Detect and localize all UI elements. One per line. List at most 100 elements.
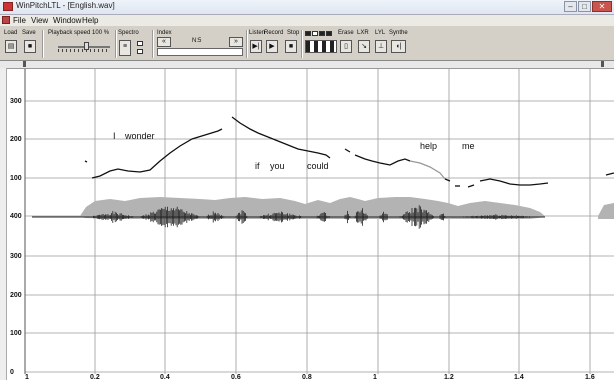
stop-label: Stop xyxy=(287,30,299,36)
maximize-icon[interactable]: □ xyxy=(578,1,591,12)
color-swatch[interactable] xyxy=(305,31,311,36)
index-next-button[interactable]: » xyxy=(229,37,243,47)
analysis-panel[interactable]: 300 200 100 400 300 200 100 0 1 0.2 0.4 0.6 0.8 1 1.2 1… xyxy=(0,61,614,380)
amplitude-envelope-tail xyxy=(598,203,614,219)
disk-icon: ■ xyxy=(28,43,32,50)
pitch-contour xyxy=(468,185,474,187)
app-icon[interactable] xyxy=(3,2,13,11)
playback-speed-label: Playback speed 100 % xyxy=(48,30,109,36)
menu-help[interactable]: Help xyxy=(82,15,98,26)
synthe-button[interactable]: ◖| xyxy=(391,40,406,53)
toolbar: Load ▤ Save ■ Playback speed 100 % Spect… xyxy=(0,27,614,61)
spectro-option-icon[interactable] xyxy=(137,41,143,46)
x-tick-label: 0.2 xyxy=(90,374,100,380)
minimize-icon[interactable]: – xyxy=(564,1,577,12)
pitch-contour xyxy=(410,161,445,179)
color-swatch[interactable] xyxy=(312,31,318,36)
x-tick-label: 0.6 xyxy=(231,374,241,380)
y-tick-label: 400 xyxy=(10,213,22,220)
toolbar-divider xyxy=(301,30,303,58)
record-label: Record xyxy=(264,30,283,36)
toolbar-divider xyxy=(152,30,154,58)
x-tick-label: 1 xyxy=(25,374,29,380)
x-tick-label: 1.4 xyxy=(514,374,524,380)
listen-button[interactable]: ▶| xyxy=(250,40,262,53)
erase-label: Erase xyxy=(338,30,354,36)
folder-icon: ▤ xyxy=(8,43,15,50)
load-label: Load xyxy=(4,30,17,36)
save-button[interactable]: ■ xyxy=(24,40,36,53)
pitch-contour xyxy=(85,161,87,162)
title-bar: WinPitchLTL - [English.wav] – □ ✕ xyxy=(0,0,614,15)
pitch-contour xyxy=(355,155,410,165)
toolbar-divider xyxy=(246,30,248,58)
pitch-contour xyxy=(232,117,330,158)
transcription-word[interactable]: help xyxy=(420,141,437,151)
lxr-button[interactable]: ↘ xyxy=(358,40,370,53)
transcription-word[interactable]: me xyxy=(462,141,475,151)
pitch-contour xyxy=(480,179,548,185)
toolbar-divider xyxy=(115,30,117,58)
close-icon[interactable]: ✕ xyxy=(592,1,612,12)
save-label: Save xyxy=(22,30,36,36)
y-tick-label: 200 xyxy=(10,136,22,143)
menu-bar: File View Window Help xyxy=(0,15,614,26)
transcription-word[interactable]: if xyxy=(255,161,260,171)
play-to-bar-icon: ▶| xyxy=(252,43,259,50)
index-prev-button[interactable]: « xyxy=(157,37,171,47)
pitch-waveform-plot[interactable]: 300 200 100 400 300 200 100 0 1 0.2 0.4 0.6 0.8 1 1.2 1… xyxy=(0,61,614,380)
x-tick-label: 1.6 xyxy=(585,374,595,380)
double-right-arrow-icon: » xyxy=(234,38,238,45)
index-slider[interactable] xyxy=(157,48,243,56)
menu-file[interactable]: File xyxy=(13,15,26,26)
window-title: WinPitchLTL - [English.wav] xyxy=(16,1,115,10)
spectro-option-icon[interactable] xyxy=(137,49,143,54)
index-value: N:5 xyxy=(192,38,201,44)
bars-icon: ≡ xyxy=(123,43,127,50)
y-tick-label: 300 xyxy=(10,253,22,260)
x-tick-label: 1 xyxy=(373,374,377,380)
transcription-word[interactable]: you xyxy=(270,161,285,171)
lyl-label: LYL xyxy=(375,30,385,36)
transcription-word[interactable]: wonder xyxy=(124,131,155,141)
x-tick-label: 0.8 xyxy=(302,374,312,380)
y-tick-label: 300 xyxy=(10,98,22,105)
lyl-button[interactable]: ⊥ xyxy=(375,40,387,53)
y-tick-label: 200 xyxy=(10,292,22,299)
document-icon[interactable] xyxy=(2,16,10,24)
color-swatch[interactable] xyxy=(319,31,325,36)
synthe-label: Synthe xyxy=(389,30,408,36)
stop-square-icon: ■ xyxy=(289,43,293,50)
x-tick-label: 1.2 xyxy=(444,374,454,380)
double-left-arrow-icon: « xyxy=(162,38,166,45)
stop-button[interactable]: ■ xyxy=(285,40,297,53)
record-arrow-icon: ▶ xyxy=(269,43,274,50)
level-icon: ⊥ xyxy=(378,43,384,50)
speaker-icon: ◖| xyxy=(395,43,401,50)
erase-button[interactable]: ▯ xyxy=(340,40,352,53)
window-controls: – □ ✕ xyxy=(564,1,612,13)
spectro-button[interactable]: ≡ xyxy=(119,40,131,56)
pitch-contour xyxy=(606,173,614,175)
playback-speed-thumb[interactable] xyxy=(84,42,89,50)
palette-button[interactable] xyxy=(305,40,337,53)
y-tick-label: 100 xyxy=(10,175,22,182)
pitch-contour xyxy=(345,149,350,152)
y-tick-label: 0 xyxy=(10,369,14,376)
cursor-select-icon: ↘ xyxy=(361,43,367,50)
menu-window[interactable]: Window xyxy=(53,15,81,26)
trash-icon: ▯ xyxy=(344,43,348,50)
toolbar-divider xyxy=(42,30,44,58)
listen-label: Listen xyxy=(249,30,265,36)
menu-view[interactable]: View xyxy=(31,15,48,26)
spectro-label: Spectro xyxy=(118,30,139,36)
color-swatch[interactable] xyxy=(326,31,332,36)
pitch-contour xyxy=(92,129,222,178)
x-tick-label: 0.4 xyxy=(160,374,170,380)
transcription-word[interactable]: I xyxy=(113,131,116,141)
transcription-word[interactable]: could xyxy=(307,161,329,171)
load-button[interactable]: ▤ xyxy=(5,40,17,53)
index-label: Index xyxy=(157,30,172,36)
y-tick-label: 100 xyxy=(10,330,22,337)
record-button[interactable]: ▶ xyxy=(266,40,278,53)
